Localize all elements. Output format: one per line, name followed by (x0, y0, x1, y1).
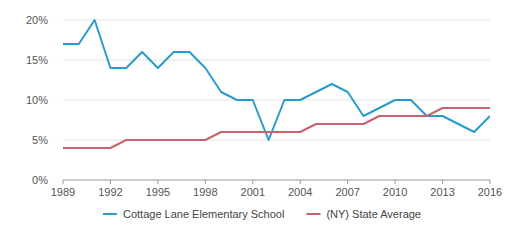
legend-label: Cottage Lane Elementary School (123, 208, 284, 220)
x-tick (63, 180, 64, 184)
legend: Cottage Lane Elementary School (NY) State… (103, 208, 421, 220)
grid-line (63, 20, 490, 21)
x-tick (205, 180, 206, 184)
y-tick-label: 0% (32, 174, 48, 186)
x-tick (395, 180, 396, 184)
chart: 0% 5% 10% 15% 20% 1989 1992 1995 1998 2001 2004 200… (0, 0, 524, 230)
legend-swatch (103, 213, 117, 215)
x-tick (252, 180, 253, 184)
y-tick-label: 20% (26, 14, 48, 26)
series-line (63, 108, 490, 148)
x-tick-label: 2004 (288, 186, 312, 198)
x-tick-label: 2007 (335, 186, 359, 198)
series-line (63, 20, 490, 140)
x-tick-label: 1995 (146, 186, 170, 198)
x-tick (442, 180, 443, 184)
x-tick (157, 180, 158, 184)
x-tick-label: 2010 (383, 186, 407, 198)
x-tick-label: 2001 (241, 186, 265, 198)
x-tick-label: 2016 (478, 186, 502, 198)
grid-line (63, 100, 490, 101)
grid-line (63, 60, 490, 61)
x-tick (300, 180, 301, 184)
plot-area (63, 20, 490, 148)
y-tick-label: 5% (32, 134, 48, 146)
x-tick (347, 180, 348, 184)
x-tick-label: 1998 (193, 186, 217, 198)
x-tick-label: 1992 (98, 186, 122, 198)
y-tick-label: 15% (26, 54, 48, 66)
legend-label: (NY) State Average (326, 208, 421, 220)
x-tick-label: 1989 (51, 186, 75, 198)
grid-line (63, 180, 490, 181)
legend-swatch (306, 213, 320, 215)
x-tick (110, 180, 111, 184)
y-tick-label: 10% (26, 94, 48, 106)
x-tick-label: 2013 (430, 186, 454, 198)
x-tick (490, 180, 491, 184)
